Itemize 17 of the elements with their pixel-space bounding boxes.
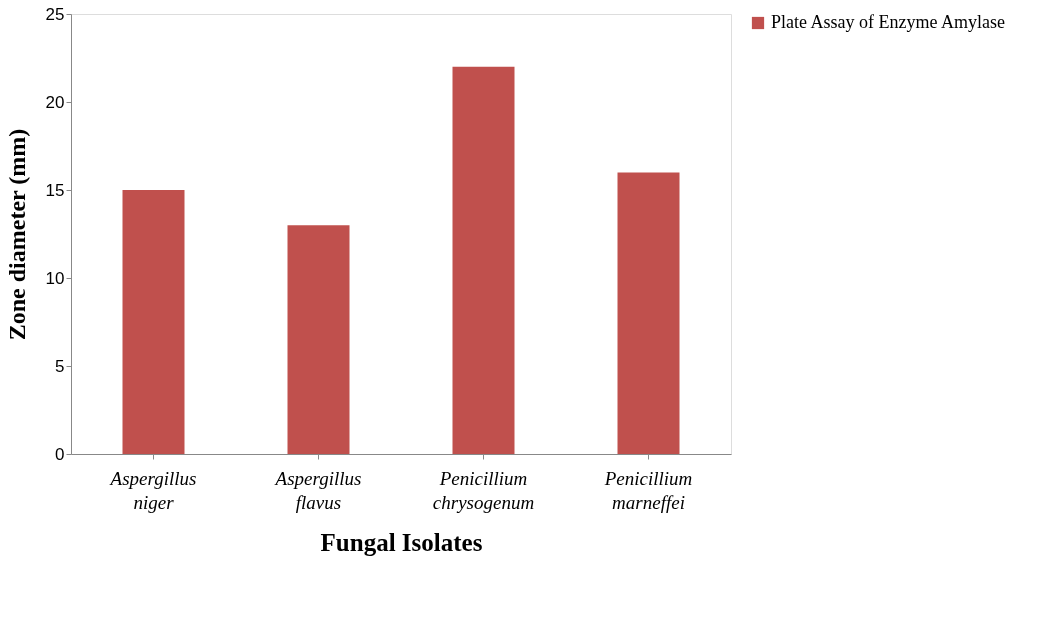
y-tick-label: 5 xyxy=(55,356,65,376)
bar xyxy=(617,172,680,454)
x-tick-label: Aspergillus niger xyxy=(108,467,197,513)
legend-label: Plate Assay of Enzyme Amylase xyxy=(771,12,1005,32)
y-tick-label: 15 xyxy=(45,180,65,200)
x-tick-label: Penicillium chrysogenum xyxy=(432,467,535,513)
x-tick-label: Penicillium marneffei xyxy=(603,467,693,513)
bar xyxy=(287,225,350,454)
bar xyxy=(452,66,515,454)
y-tick-label: 25 xyxy=(45,4,65,24)
y-tick-label: 0 xyxy=(55,444,65,464)
bar xyxy=(122,190,185,454)
y-tick-label: 20 xyxy=(45,92,65,112)
x-tick-label: Aspergillus flavus xyxy=(273,467,362,513)
x-axis-title: Fungal Isolates xyxy=(320,528,483,556)
y-tick-label: 10 xyxy=(45,268,65,288)
y-axis-title: Zone diameter (mm) xyxy=(3,128,30,341)
